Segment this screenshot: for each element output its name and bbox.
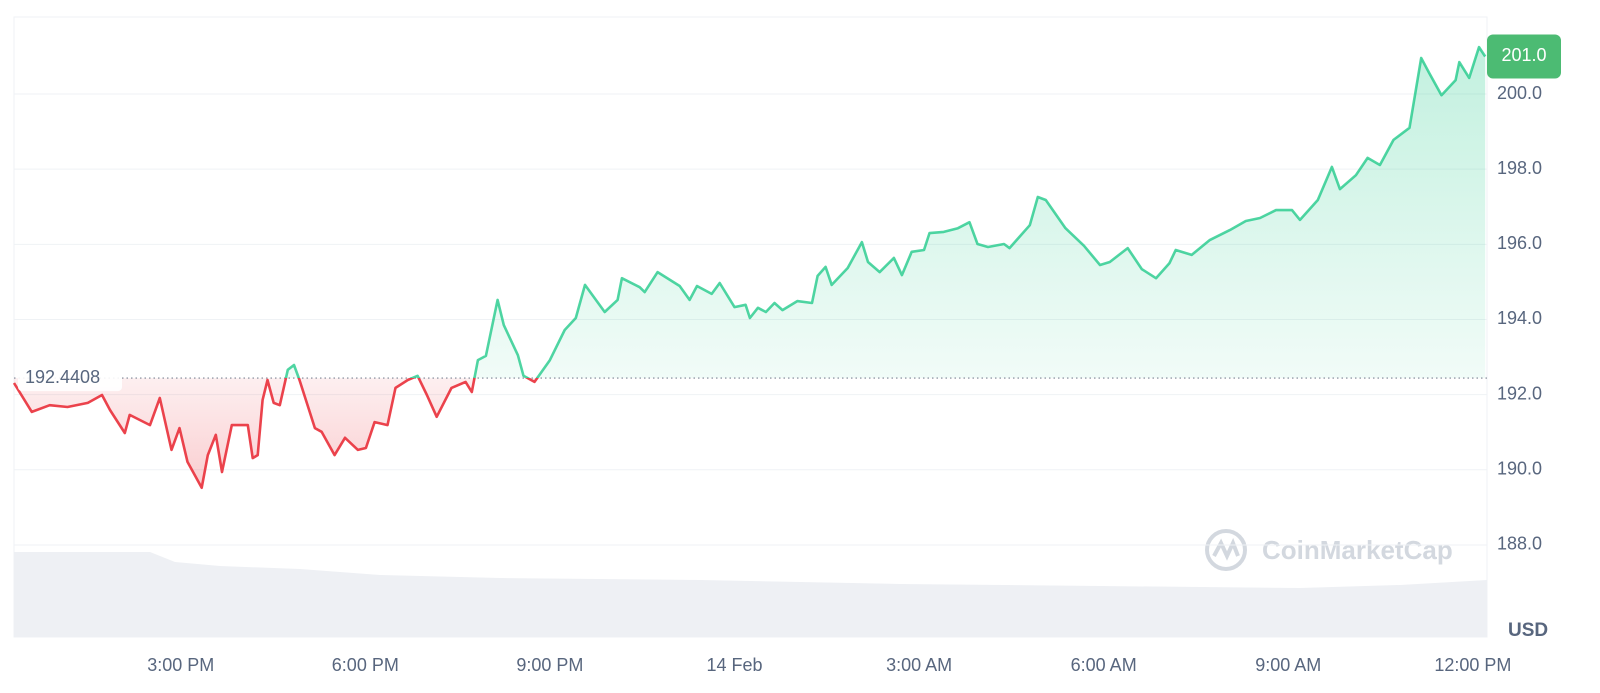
y-tick-label: 198.0: [1497, 158, 1542, 178]
volume-area: [14, 552, 1487, 637]
currency-label: USD: [1508, 620, 1548, 641]
price-area: [14, 47, 1486, 488]
y-tick-label: 194.0: [1497, 308, 1542, 328]
y-tick-label: 190.0: [1497, 459, 1542, 479]
x-tick-label: 12:00 PM: [1434, 655, 1511, 675]
y-tick-label: 196.0: [1497, 233, 1542, 253]
price-line: [12, 45, 1487, 490]
price-tag-label: 201.0: [1501, 45, 1546, 65]
price-tag: [1487, 34, 1561, 79]
y-tick-label: 188.0: [1497, 534, 1542, 554]
y-tick-label: 192.0: [1497, 383, 1542, 403]
watermark: CoinMarketCap: [1205, 529, 1453, 571]
x-tick-label: 9:00 PM: [516, 655, 583, 675]
watermark-text: CoinMarketCap: [1262, 535, 1453, 565]
x-tick-label: 6:00 PM: [332, 655, 399, 675]
x-tick-label: 3:00 AM: [886, 655, 952, 675]
x-tick-label: 14 Feb: [706, 655, 762, 675]
baseline-label: 192.4408: [25, 367, 100, 387]
y-tick-label: 200.0: [1497, 83, 1542, 103]
x-tick-label: 3:00 PM: [147, 655, 214, 675]
x-tick-label: 9:00 AM: [1255, 655, 1321, 675]
baseline-label-bg: [18, 365, 122, 392]
x-tick-label: 6:00 AM: [1071, 655, 1137, 675]
